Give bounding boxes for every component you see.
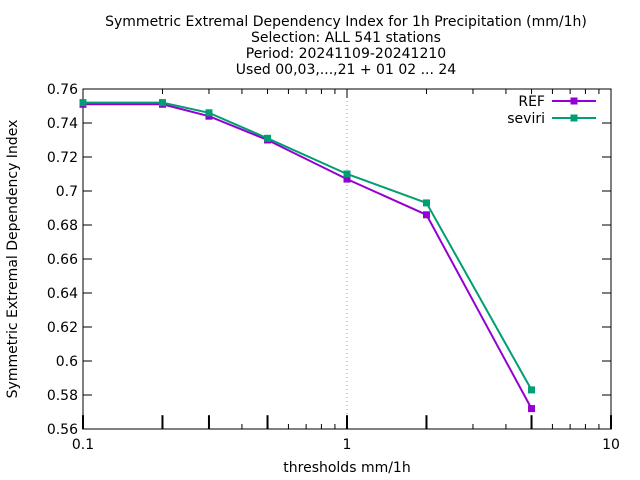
series-layer [79, 99, 536, 413]
y-axis-label: Symmetric Extremal Dependency Index [5, 120, 21, 399]
y-tick-label: 0.56 [47, 422, 78, 438]
series-line-seviri [83, 101, 533, 391]
data-point [264, 134, 272, 142]
y-tick-label: 0.74 [47, 116, 78, 132]
data-point [205, 109, 213, 117]
y-tick-label: 0.7 [56, 184, 78, 200]
y-tick-label: 0.68 [47, 218, 78, 234]
y-tick-label: 0.62 [47, 320, 78, 336]
chart-title: Symmetric Extremal Dependency Index for … [105, 14, 587, 78]
legend-marker [570, 114, 578, 122]
x-tick-label: 1 [343, 437, 352, 453]
data-point [528, 386, 536, 394]
data-point [422, 199, 430, 207]
series-ref [79, 100, 536, 413]
legend-marker [570, 97, 578, 105]
title-line-4: Used 00,03,...,21 + 01 02 ... 24 [236, 62, 457, 78]
title-line-1: Symmetric Extremal Dependency Index for … [105, 14, 587, 30]
legend-label: REF [518, 94, 545, 110]
data-point [422, 211, 430, 219]
x-axis: 0.1 1 10 [72, 89, 620, 453]
y-tick-label: 0.64 [47, 286, 78, 302]
data-point [343, 175, 351, 183]
y-tick-label: 0.58 [47, 388, 78, 404]
title-line-2: Selection: ALL 541 stations [251, 30, 441, 46]
threshold-markers [82, 415, 612, 430]
y-tick-label: 0.66 [47, 252, 78, 268]
x-tick-label: 0.1 [72, 437, 94, 453]
y-tick-label: 0.6 [56, 354, 78, 370]
series-line-ref [83, 103, 533, 410]
y-axis: 0.56 0.58 0.6 0.62 0.64 0.66 0.68 0.7 0.72 0.74 0.… [47, 82, 611, 438]
series-seviri [79, 99, 536, 394]
data-point [158, 99, 166, 107]
title-line-3: Period: 20241109-20241210 [246, 46, 446, 62]
x-axis-label: thresholds mm/1h [283, 460, 410, 476]
y-tick-label: 0.76 [47, 82, 78, 98]
data-point [343, 170, 351, 178]
data-point [528, 405, 536, 413]
data-point [79, 99, 87, 107]
y-tick-label: 0.72 [47, 150, 78, 166]
x-tick-label: 10 [602, 437, 620, 453]
legend-label: seviri [507, 111, 545, 127]
